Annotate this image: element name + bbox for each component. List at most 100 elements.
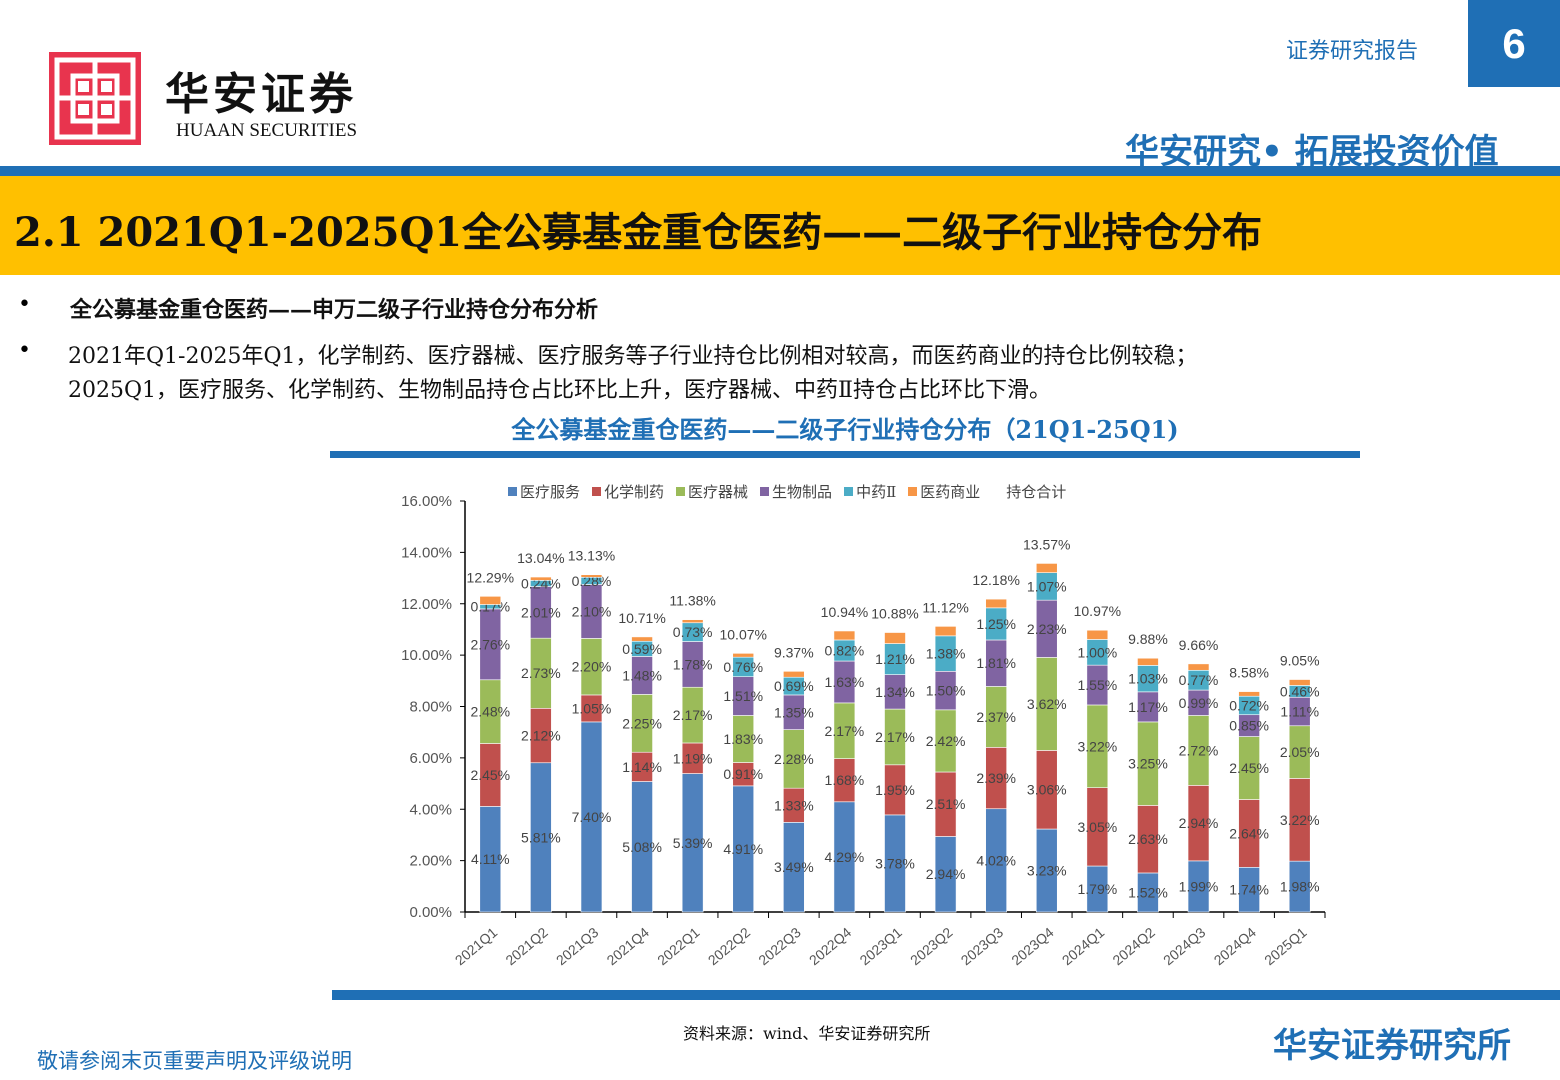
data-label: 2.48% <box>470 704 510 720</box>
total-label: 13.04% <box>517 550 564 566</box>
total-label: 10.07% <box>719 626 766 642</box>
total-label: 11.12% <box>922 599 968 615</box>
data-label: 0.59% <box>622 641 662 657</box>
total-label: 9.66% <box>1179 637 1219 653</box>
legend-label: 医药商业 <box>920 483 981 501</box>
data-label: 2.17% <box>825 723 865 739</box>
data-label: 3.62% <box>1027 696 1067 712</box>
data-label: 0.91% <box>723 766 763 782</box>
y-tick-label: 6.00% <box>409 750 452 767</box>
bar-segment-医药商业 <box>934 626 957 637</box>
bar-segment-医药商业 <box>1086 629 1109 640</box>
data-label: 1.78% <box>673 656 713 672</box>
total-label: 10.88% <box>871 606 918 622</box>
x-tick-label: 2022Q4 <box>806 924 855 968</box>
total-label: 10.94% <box>821 604 868 620</box>
legend-swatch <box>760 487 770 496</box>
source-note: 资料来源：wind、华安证券研究所 <box>683 1024 931 1043</box>
data-label: 3.78% <box>875 855 915 871</box>
data-label: 0.72% <box>1229 697 1269 713</box>
data-label: 1.55% <box>1078 677 1118 693</box>
y-tick-label: 2.00% <box>409 853 452 870</box>
legend-item: 生物制品 <box>760 481 832 502</box>
bar-segment-医药商业 <box>833 630 856 641</box>
x-tick-label: 2023Q1 <box>856 924 905 968</box>
bar-segment-医药商业 <box>681 619 704 624</box>
x-tick-label: 2021Q1 <box>452 924 501 968</box>
data-label: 1.05% <box>572 700 612 716</box>
data-label: 3.23% <box>1027 863 1067 879</box>
bar-segment-医药商业 <box>985 598 1007 609</box>
total-label: 8.58% <box>1229 665 1269 681</box>
chart-top-rule <box>330 451 1360 458</box>
data-label: 3.22% <box>1078 738 1118 754</box>
logo-knot-icon <box>54 57 136 140</box>
data-label: 5.81% <box>521 829 561 845</box>
data-label: 2.94% <box>926 866 966 882</box>
x-tick-label: 2025Q1 <box>1261 924 1310 968</box>
data-label: 4.02% <box>976 852 1016 868</box>
bar-segment-医药商业 <box>732 653 755 658</box>
total-label: 11.38% <box>669 593 715 609</box>
data-label: 0.77% <box>1179 672 1219 688</box>
total-label: 10.71% <box>618 610 665 626</box>
legend-label: 生物制品 <box>772 483 833 501</box>
chart-bottom-rule <box>332 990 1560 1000</box>
data-label: 1.81% <box>976 655 1016 671</box>
data-label: 1.21% <box>875 651 915 667</box>
data-label: 1.79% <box>1078 881 1118 897</box>
data-label: 1.83% <box>723 731 763 747</box>
data-label: 2.45% <box>470 767 510 783</box>
legend-item: 化学制药 <box>592 481 664 502</box>
x-tick-label: 2022Q1 <box>654 924 703 968</box>
disclaimer-link[interactable]: 敬请参阅末页重要声明及评级说明 <box>37 1049 352 1073</box>
data-label: 3.49% <box>774 859 814 875</box>
legend-item: 医药商业 <box>908 481 980 502</box>
page-number: 6 <box>1468 0 1560 87</box>
legend-label: 医疗器械 <box>688 483 749 501</box>
data-label: 4.11% <box>471 851 510 867</box>
data-label: 0.46% <box>1280 683 1320 699</box>
total-label: 13.57% <box>1023 536 1070 552</box>
data-label: 2.37% <box>976 709 1016 725</box>
legend-label-total: 持仓合计 <box>1006 483 1067 501</box>
data-label: 2.64% <box>1229 825 1269 841</box>
title-banner <box>0 176 1560 275</box>
data-label: 5.08% <box>622 839 662 855</box>
legend-item: 医疗服务 <box>508 481 580 502</box>
data-label: 1.63% <box>825 674 865 690</box>
y-tick-label: 4.00% <box>409 801 452 818</box>
data-label: 0.99% <box>1179 695 1219 711</box>
x-tick-label: 2021Q4 <box>604 924 653 968</box>
data-label: 2.17% <box>875 729 915 745</box>
data-label: 1.99% <box>1179 878 1219 894</box>
data-label: 1.11% <box>1280 704 1319 720</box>
data-label: 3.05% <box>1078 819 1118 835</box>
bar-segment-医药商业 <box>884 632 906 644</box>
bullet-text-line2: 2025Q1，医疗服务、化学制药、生物制品持仓占比环比上升，医疗器械、中药Ⅱ持仓… <box>68 378 1051 403</box>
bar-segment-医药商业 <box>783 671 805 678</box>
data-label: 2.72% <box>1179 742 1219 758</box>
logo-chinese-name: 华安证券 <box>165 69 357 120</box>
legend-swatch <box>592 487 602 496</box>
data-label: 1.35% <box>774 704 814 720</box>
x-tick-label: 2024Q2 <box>1109 924 1158 968</box>
data-label: 2.23% <box>1027 621 1067 637</box>
bar-segment-医药商业 <box>1137 657 1159 666</box>
bar-segment-医药商业 <box>1288 679 1311 686</box>
data-label: 3.25% <box>1128 756 1168 772</box>
data-label: 0.76% <box>723 659 763 675</box>
total-label: 9.37% <box>774 644 814 660</box>
total-label: 9.88% <box>1128 631 1168 647</box>
total-label: 12.18% <box>972 572 1019 588</box>
data-label: 4.91% <box>723 841 763 857</box>
data-label: 2.12% <box>521 728 561 744</box>
data-label: 1.52% <box>1128 884 1168 900</box>
x-tick-label: 2024Q3 <box>1160 924 1209 968</box>
legend-swatch <box>844 487 854 496</box>
bar-segment-医药商业 <box>530 576 552 581</box>
data-label: 4.29% <box>825 849 865 865</box>
bar-segment-医药商业 <box>580 574 603 578</box>
data-label: 0.73% <box>673 624 713 640</box>
data-label: 1.48% <box>622 667 662 683</box>
